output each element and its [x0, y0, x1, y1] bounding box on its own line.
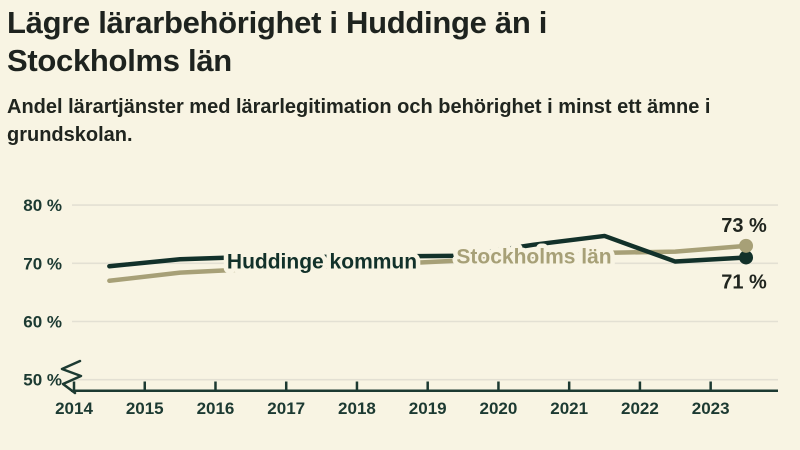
end-dot-0 — [739, 250, 754, 265]
end-dot-1 — [739, 238, 754, 253]
series-line-1 — [107, 243, 749, 284]
axis-break-icon — [60, 359, 83, 395]
end-value-label-0: 71 % — [721, 271, 767, 293]
chart-title-line-2: Stockholms län — [7, 43, 232, 78]
x-tick-label-2018: 2018 — [338, 399, 376, 418]
y-tick-label-60: 60 % — [23, 313, 62, 332]
x-tick-label-2022: 2022 — [621, 399, 659, 418]
y-tick-label-80: 80 % — [23, 196, 62, 215]
line-chart: 80 % 70 % 60 % 50 % 2014 2015 2016 2017 2018 2019… — [0, 185, 800, 435]
x-tick-label-2014: 2014 — [55, 399, 93, 418]
chart-subtitle-line-1: Andel lärartjänster med lärarlegitimatio… — [7, 96, 711, 118]
end-value-label-1: 73 % — [721, 215, 767, 237]
x-tick-label-2016: 2016 — [197, 399, 235, 418]
y-tick-label-70: 70 % — [23, 254, 62, 273]
y-tick-label-50: 50 % — [23, 371, 62, 390]
x-tick-label-2023: 2023 — [692, 399, 730, 418]
chart-title: Lägre lärarbehörighet i Huddinge än i St… — [7, 4, 793, 80]
chart-canvas: 80 % 70 % 60 % 50 % 2014 2015 2016 2017 2018 2019… — [23, 196, 778, 418]
x-tick-label-2015: 2015 — [126, 399, 164, 418]
x-tick-label-2017: 2017 — [267, 399, 305, 418]
chart-subtitle: Andel lärartjänster med lärarlegitimatio… — [7, 93, 793, 149]
series-label-1: Stockholms län — [456, 246, 611, 269]
x-tick-label-2020: 2020 — [480, 399, 518, 418]
series-line-0 — [107, 233, 749, 269]
series-label-0: Huddinge kommun — [227, 251, 417, 274]
chart-header: Lägre lärarbehörighet i Huddinge än i St… — [7, 4, 793, 149]
x-tick-label-2019: 2019 — [409, 399, 447, 418]
chart-title-line-1: Lägre lärarbehörighet i Huddinge än i — [7, 5, 548, 40]
chart-subtitle-line-2: grundskolan. — [7, 124, 133, 146]
x-tick-label-2021: 2021 — [550, 399, 588, 418]
